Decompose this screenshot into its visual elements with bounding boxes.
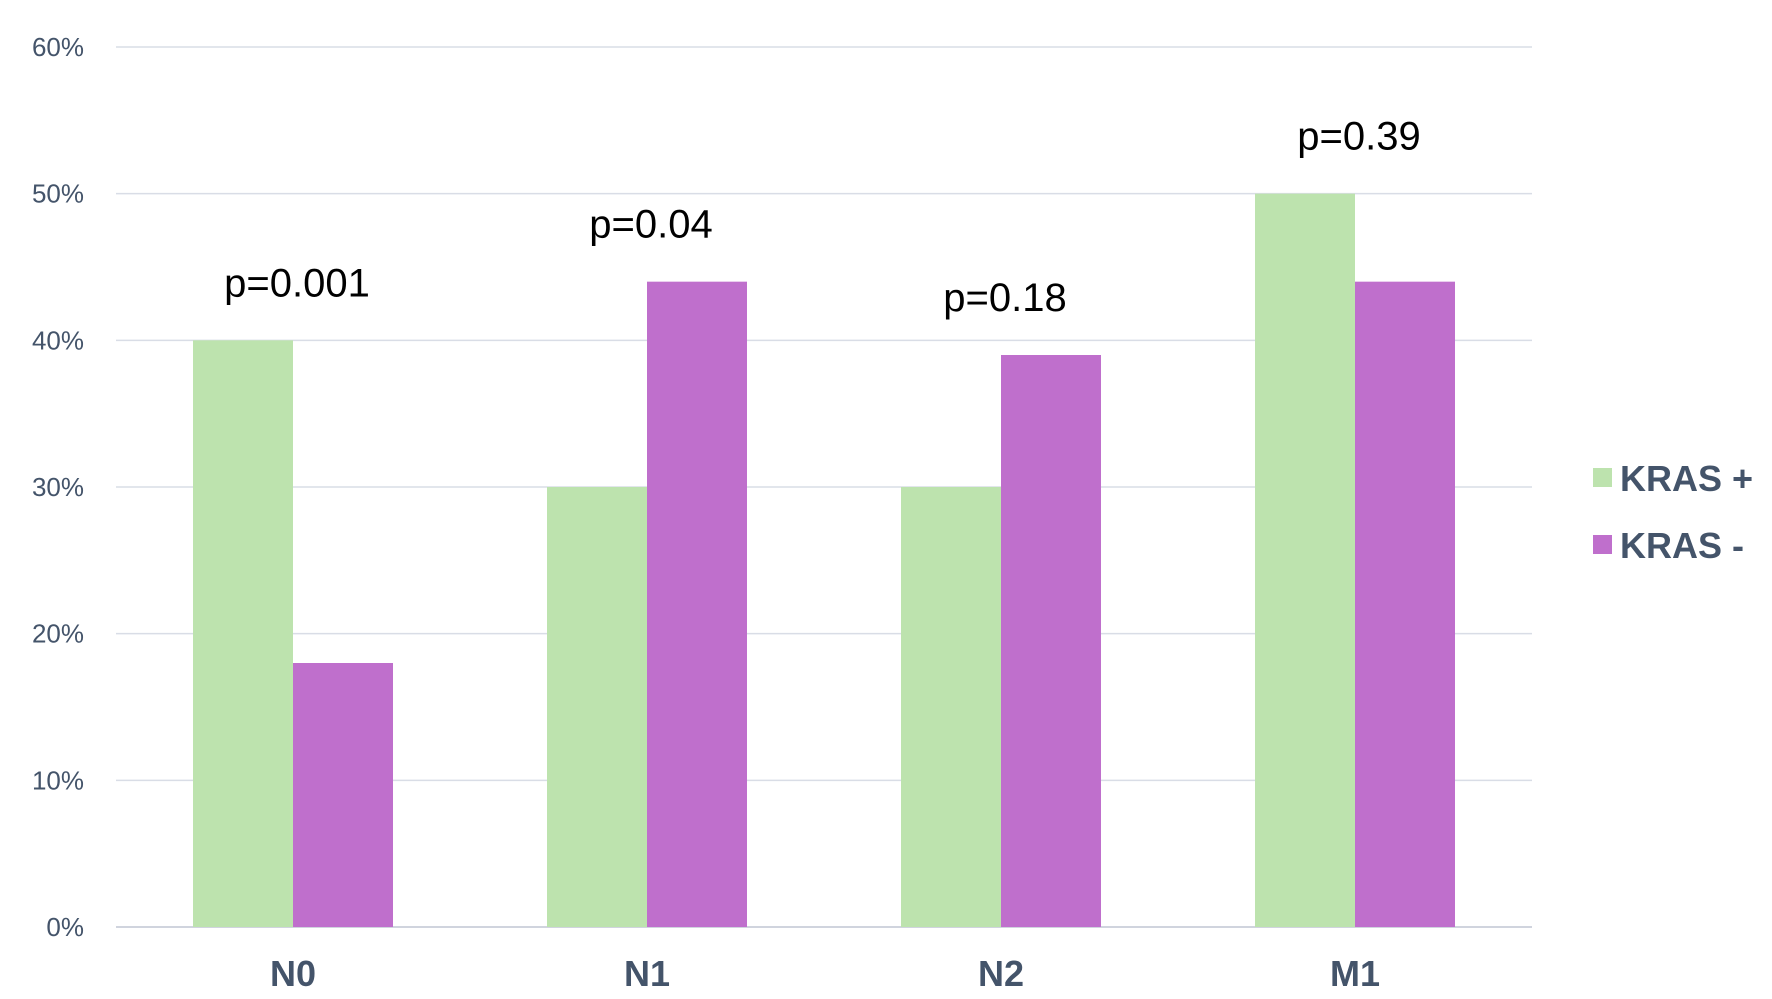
bar-n2-kras-negative <box>1001 355 1101 927</box>
x-tick-label: N2 <box>978 953 1024 994</box>
p-value-annotations: p=0.001 p=0.04 p=0.18 p=0.39 <box>224 115 1421 320</box>
p-value-label: p=0.001 <box>224 261 370 305</box>
y-tick-label: 40% <box>32 325 84 355</box>
bar-m1-kras-negative <box>1355 281 1455 928</box>
y-tick-label: 20% <box>32 619 84 649</box>
bar-n0-kras-negative <box>293 663 393 927</box>
y-tick-label: 60% <box>32 32 84 62</box>
y-tick-label: 10% <box>32 765 84 795</box>
x-axis-ticks: N0 N1 N2 M1 <box>270 953 1380 994</box>
legend-swatch <box>1593 535 1612 554</box>
y-tick-label: 30% <box>32 472 84 502</box>
legend-swatch <box>1593 468 1612 487</box>
p-value-label: p=0.18 <box>943 276 1066 320</box>
y-tick-label: 0% <box>46 912 84 942</box>
x-tick-label: N0 <box>270 953 316 994</box>
bar-m1-kras-positive <box>1255 193 1355 927</box>
bar-n1-kras-positive <box>547 487 647 927</box>
bar-n2-kras-positive <box>901 487 1001 927</box>
bar-layer <box>193 193 1455 928</box>
y-axis-ticks: 0% 10% 20% 30% 40% 50% 60% <box>32 32 84 942</box>
y-tick-label: 50% <box>32 179 84 209</box>
legend: KRAS + KRAS - <box>1593 458 1753 566</box>
p-value-label: p=0.39 <box>1297 115 1420 159</box>
x-tick-label: M1 <box>1330 953 1380 994</box>
bar-n0-kras-positive <box>193 340 293 927</box>
legend-label: KRAS - <box>1620 525 1744 566</box>
bar-n1-kras-negative <box>647 281 747 928</box>
legend-label: KRAS + <box>1620 458 1753 499</box>
x-tick-label: N1 <box>624 953 670 994</box>
p-value-label: p=0.04 <box>589 203 712 247</box>
